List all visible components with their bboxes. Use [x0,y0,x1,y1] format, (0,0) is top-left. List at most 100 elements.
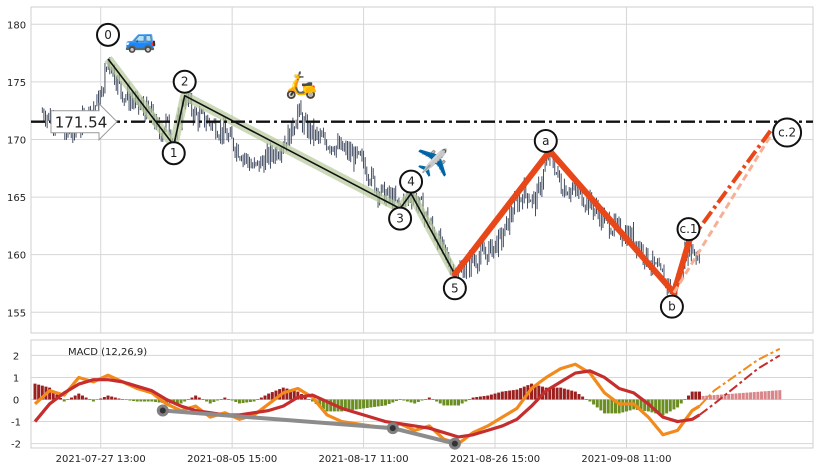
histogram-bar [643,399,647,411]
horizontal-level: 171.54 [31,102,813,141]
histogram-bar [449,399,453,406]
macd-projection-0 [698,347,781,407]
histogram-bar [318,399,322,407]
histogram-bar [654,399,658,414]
histogram-bar [216,399,220,401]
histogram-bar [248,399,252,402]
wave-labels: 0 1 2 3 4 5 a b c.1 c.2 [96,22,803,319]
histogram-bar [424,399,428,400]
histogram-bar [237,399,241,404]
histogram-bar [194,395,198,400]
histogram-bar [577,394,581,400]
histogram-bar [99,398,103,400]
histogram-bar [274,390,278,400]
histogram-bar [201,399,205,401]
histogram-bar [413,399,417,404]
histogram-bar [599,399,603,411]
histogram-bar [270,392,274,400]
histogram-bar [77,393,81,400]
histogram-bar [33,383,37,400]
histogram-bar [697,391,701,400]
histogram-bar [106,395,110,400]
histogram-bar [467,399,471,401]
histogram-bar [522,386,526,400]
price-tick-label: 175 [7,78,26,89]
x-tick-label: 2021-07-27 13:00 [56,454,146,465]
price-grid [31,7,813,333]
histogram-bar [431,399,435,401]
histogram-bar [267,393,271,400]
histogram-bar [223,397,227,400]
histogram-bar-projected [727,394,731,400]
histogram-bar [676,399,680,408]
histogram-bar [383,399,387,406]
histogram-bar [493,393,497,400]
histogram-bar-projected [767,390,771,400]
target-label-text: c.2 [778,126,796,140]
histogram-bar [457,399,461,406]
histogram-bar [88,399,92,401]
histogram-bar [124,399,128,401]
histogram-bar [296,391,300,400]
histogram-bar [665,399,669,414]
histogram-bar [683,399,687,401]
macd-tick-label: 2 [13,351,19,362]
histogram-bar [373,399,377,407]
impulse-label-1-text: 1 [170,146,178,160]
histogram-bar-projected [730,393,734,400]
histogram-bar [387,399,391,404]
macd-tick-label: 1 [13,373,19,384]
histogram-bar [537,385,541,400]
histogram-bar [544,387,548,400]
histogram-bar [504,391,508,400]
histogram-bar [150,399,154,402]
histogram-bar [259,397,263,400]
histogram-bar [584,399,588,400]
correction-wave-line [451,147,692,296]
price-y-axis: 155 160 165 170 175 180 [7,20,26,319]
price-tick-label: 155 [7,308,26,319]
histogram-bar [420,399,424,401]
histogram-bar [139,399,143,402]
histogram-bar [690,391,694,400]
target-label-circle [772,117,803,148]
price-tick-label: 170 [7,135,26,146]
histogram-bar-projected [745,392,749,400]
histogram-bar [227,399,230,400]
histogram-bar [51,391,55,400]
histogram-bar [672,399,676,410]
impulse-label-3-circle [388,206,413,231]
histogram-bar [548,387,552,400]
histogram-bar [292,390,296,400]
macd-panel: -2 -1 0 1 2 MACD (12,26,9) [11,339,814,451]
histogram-bar [62,399,66,402]
histogram-bar [285,388,289,400]
histogram-bar [70,397,74,400]
price-tick-label: 160 [7,251,26,262]
histogram-bar [245,399,249,403]
histogram-bar [398,399,402,401]
histogram-bar [460,399,464,404]
price-tick-label: 165 [7,193,26,204]
histogram-bar-projected [705,395,709,400]
histogram-bar [102,397,106,400]
histogram-bar [128,399,132,401]
histogram-bar [263,395,267,400]
histogram-bar [639,399,643,411]
histogram-bar [329,399,333,412]
divergence-point-inner [159,407,166,414]
macd-y-axis: -2 -1 0 1 2 [11,351,21,450]
histogram-bar [562,388,566,400]
histogram-bar [687,395,691,400]
histogram-bar [164,399,168,404]
x-tick-label: 2021-08-26 15:00 [450,454,540,465]
histogram-bar [230,399,234,401]
histogram-bar [635,399,639,410]
histogram-bar [394,399,398,401]
histogram-bar [95,399,99,401]
correction-label-a-text: a [542,134,549,148]
histogram-bar [694,391,698,400]
histogram-bar [66,399,70,401]
histogram-bar [661,399,665,416]
histogram-bar [570,390,574,400]
